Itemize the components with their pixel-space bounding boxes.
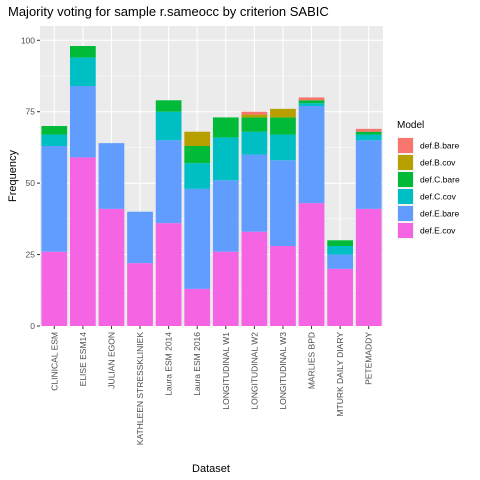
bar-segment-def-e-cov	[212, 251, 239, 326]
bar-segment-def-e-bare	[327, 254, 353, 269]
legend-swatch	[398, 155, 413, 170]
y-tick-label: 75	[26, 107, 36, 117]
chart-title: Majority voting for sample r.sameocc by …	[8, 4, 329, 19]
legend-swatch	[398, 206, 413, 221]
bar-segment-def-c-cov	[327, 246, 353, 255]
bar-segment-def-e-bare	[70, 86, 96, 158]
bar-segment-def-e-bare	[41, 146, 68, 252]
y-tick-label: 100	[21, 35, 35, 45]
y-tick-label: 50	[26, 178, 36, 188]
x-tick-label: PETEMADDY	[364, 332, 374, 385]
x-tick-label: MTURK DAILY DIARY	[335, 332, 345, 417]
bar-segment-def-b-bare	[355, 128, 382, 132]
legend-label: def.C.cov	[420, 192, 457, 202]
bar-segment-def-c-cov	[184, 163, 211, 189]
bar-segment-def-c-cov	[241, 131, 268, 155]
bar-segment-def-c-bare	[298, 100, 325, 104]
legend-label: def.E.cov	[420, 226, 456, 236]
legend-label: def.B.bare	[420, 141, 459, 151]
bar-segment-def-e-bare	[155, 140, 182, 224]
x-tick-label: LONGITUDINAL W2	[249, 332, 259, 410]
bar-segment-def-c-bare	[241, 117, 268, 132]
y-tick-label: 25	[26, 250, 36, 260]
legend-swatch	[398, 223, 413, 238]
legend-swatch	[398, 172, 413, 187]
bar-segment-def-e-cov	[98, 208, 125, 326]
bar-segment-def-e-cov	[184, 288, 211, 326]
bar-segment-def-c-bare	[41, 126, 68, 135]
bar-segment-def-c-cov	[41, 134, 68, 146]
bar-segment-def-c-bare	[270, 117, 296, 135]
x-tick-label: LONGITUDINAL W3	[278, 332, 288, 410]
legend-swatch	[398, 189, 413, 204]
bar-segment-def-c-cov	[355, 134, 382, 141]
legend-label: def.C.bare	[420, 175, 460, 185]
bar-segment-def-c-bare	[355, 131, 382, 135]
bar-segment-def-e-bare	[127, 211, 153, 264]
bar-segment-def-e-bare	[355, 140, 382, 209]
bar-segment-def-e-cov	[327, 268, 353, 326]
x-tick-label: ELISE ESM14	[78, 332, 88, 387]
bar-segment-def-c-cov	[298, 103, 325, 106]
bar-segment-def-e-bare	[98, 143, 125, 209]
bar-segment-def-e-bare	[270, 160, 296, 246]
bar-segment-def-e-cov	[41, 251, 68, 326]
bar-segment-def-c-cov	[212, 137, 239, 181]
bar-segment-def-e-cov	[70, 157, 96, 326]
bar-segment-def-b-cov	[184, 131, 211, 146]
y-axis-title: Frequency	[7, 150, 19, 202]
y-axis: 0 25 50 75 100	[21, 35, 40, 331]
x-tick-label: JULIAN EGON	[106, 332, 116, 389]
x-axis-title: Dataset	[192, 463, 230, 475]
bar-segment-def-c-bare	[184, 146, 211, 164]
legend-swatch	[398, 138, 413, 153]
legend-label: def.E.bare	[420, 209, 459, 219]
x-tick-label: Laura ESM 2014	[164, 332, 174, 396]
bar-segment-def-e-bare	[184, 188, 211, 289]
bar-segment-def-e-bare	[298, 106, 325, 204]
x-tick-label: MARLIES BPD	[307, 332, 317, 389]
bar-segment-def-e-cov	[127, 263, 153, 326]
bar-segment-def-c-cov	[70, 57, 96, 86]
bar-segment-def-e-cov	[298, 203, 325, 326]
bar-segment-def-c-cov	[155, 111, 182, 141]
x-tick-label: KATHLEEN STRESSKLINIEK	[135, 332, 145, 446]
bar-segment-def-b-cov	[270, 108, 296, 118]
bar-segment-def-e-bare	[241, 154, 268, 232]
bar-segment-def-c-cov	[270, 134, 296, 161]
x-axis: CLINICAL ESM ELISE ESM14 JULIAN EGON KATHLE…	[49, 326, 374, 446]
bar-segment-def-e-cov	[155, 223, 182, 326]
legend: Model def.B.bare def.B.cov def.C.bare def.C…	[397, 120, 460, 239]
bar-segment-def-c-bare	[212, 117, 239, 138]
bar-segment-def-b-cov	[241, 114, 268, 118]
bar-segment-def-c-bare	[70, 46, 96, 58]
bar-segment-def-e-bare	[212, 180, 239, 252]
bar-segment-def-b-bare	[298, 97, 325, 101]
bar-segment-def-c-bare	[327, 240, 353, 246]
bars	[41, 46, 382, 326]
legend-title: Model	[397, 120, 424, 131]
x-tick-label: Laura ESM 2016	[192, 332, 202, 396]
bar-segment-def-b-bare	[241, 111, 268, 115]
x-tick-label: LONGITUDINAL W1	[221, 332, 231, 410]
legend-label: def.B.cov	[420, 158, 456, 168]
bar-segment-def-e-cov	[241, 231, 268, 326]
bar-segment-def-c-bare	[155, 100, 182, 112]
bar-segment-def-e-cov	[355, 208, 382, 326]
y-tick-label: 0	[30, 321, 35, 331]
bar-segment-def-e-cov	[270, 246, 296, 326]
x-tick-label: CLINICAL ESM	[49, 332, 59, 391]
